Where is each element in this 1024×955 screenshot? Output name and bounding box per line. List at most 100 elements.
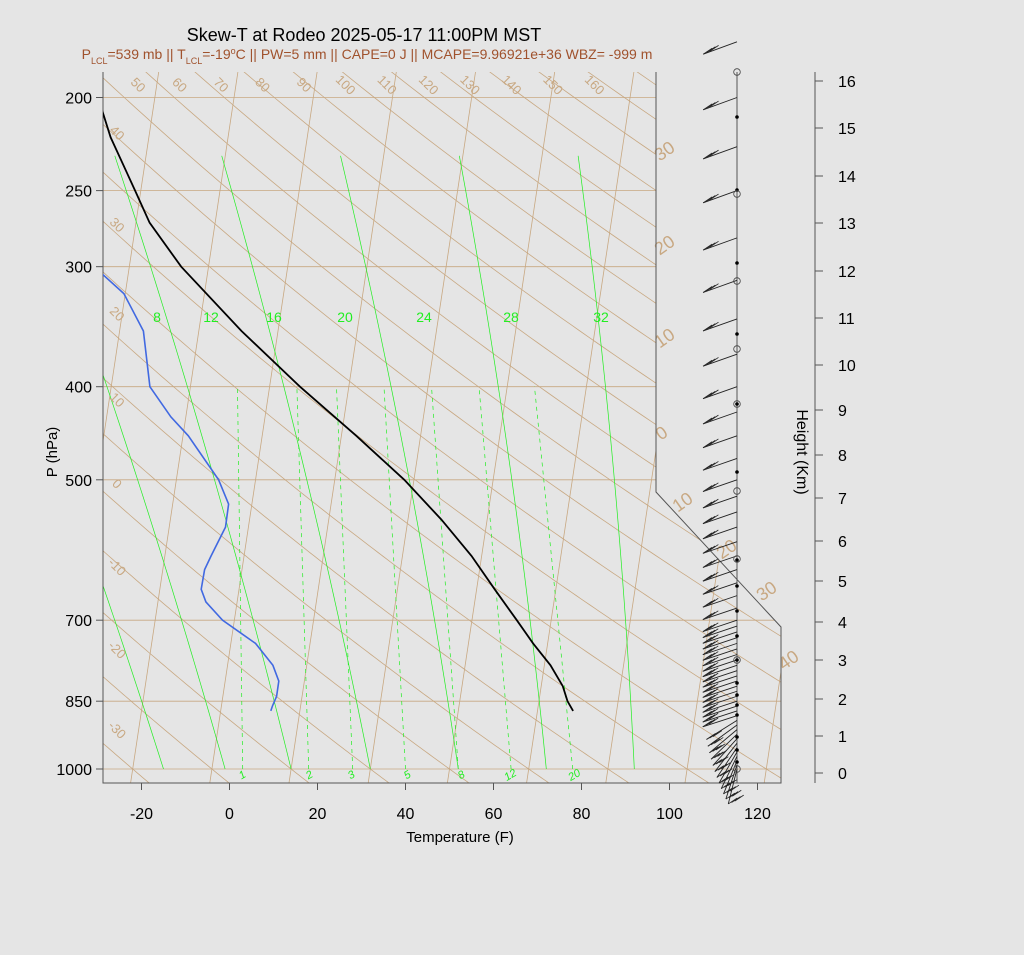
wind-barb [702,664,738,678]
wind-barb [702,386,738,400]
wind-barb [718,751,738,784]
wind-barb-feather [709,558,719,566]
x-tick-label: 60 [485,806,503,823]
dry-adiabat-line [308,72,781,783]
moist-adiabat-line [458,155,547,770]
x-tick-label: 100 [656,806,683,823]
wind-barb [702,670,738,683]
height-tick-label: 4 [838,615,847,632]
wind-barb-feather [706,242,716,250]
wind-barb-feather [709,628,719,636]
wind-barb [702,690,738,703]
wind-barb-feather [709,634,719,641]
x-axis-label: Temperature (F) [406,829,514,846]
mixing-ratio-line [237,386,244,770]
axes: -200204060801001201001502002503004005007… [56,72,856,823]
wind-barb-feather [706,323,716,330]
wind-barb-feather [705,635,716,643]
wind-barb-feather [725,774,735,781]
wind-barb-feather [709,639,719,647]
wind-barb-feather [717,750,727,757]
wind-barb [702,190,738,204]
wind-marker-dot [735,634,739,638]
wind-barb-feather [709,622,719,630]
wind-barb-feather [708,708,719,715]
wind-barb-feather [705,641,716,649]
height-tick-label: 15 [838,121,856,138]
moist-adiabat-label: 32 [593,309,609,325]
x-tick-label: -20 [130,806,153,823]
wind-barb-feather [702,715,712,723]
adiabat-label-right: 10 [651,324,679,352]
wind-marker-circle [733,555,741,563]
wind-barb-feather [702,706,713,713]
wind-barb [702,495,738,509]
wind-barb-feather [705,689,716,697]
wind-barb-feather [705,709,716,717]
wind-barb-feather [702,664,713,672]
wind-barb-feather [702,441,713,449]
subtitle-t-lcl-sub: LCL [186,56,203,66]
mixing-ratio-line [534,386,574,770]
wind-barb-feather [731,796,741,803]
wind-barb [702,457,738,471]
wind-barb [702,595,738,608]
isotherm-label: 140 [499,72,525,98]
mixing-ratio-label: 1 [237,769,248,782]
isotherm-label: 80 [252,74,273,95]
dry-adiabat-line [103,72,781,783]
wind-barb-feather [726,786,736,793]
wind-barb-feather [709,240,719,248]
wind-barb [702,625,738,638]
wind-barb-feather [702,47,713,55]
wind-barb-feather [705,652,716,660]
wind-barb-feather [709,662,719,669]
subtitle-degree: o [231,46,236,56]
wind-barb-feather [708,678,719,685]
wind-barb [702,642,738,656]
wind-barb-feather [719,769,730,777]
wind-barb [703,146,738,160]
wind-barb [702,526,738,540]
wind-barb-feather [702,547,713,554]
isotherm-label: 100 [333,72,359,98]
wind-barb-feather [714,765,725,772]
wind-marker-dot [735,693,739,697]
wind-barb-feather [709,514,719,522]
height-tick-label: 7 [838,491,847,508]
adiabat-label-right: 40 [775,646,803,674]
height-tick-label: 14 [838,169,856,186]
wind-barb-feather [702,501,713,509]
wind-marker-dot [735,735,739,739]
wind-barb-feather [725,792,736,800]
wind-barb [702,511,738,525]
wind-barb-feather [705,573,716,581]
wind-barb-feather [705,663,716,671]
wind-barb-feather [709,651,719,658]
wind-barb [702,648,738,661]
wind-barb-feather [702,613,713,620]
isotherm-label: 160 [582,72,608,98]
wind-barb [702,710,738,723]
wind-barb-feather [709,656,719,664]
wind-barb-feather [702,637,713,644]
moist-adiabat-label: 24 [416,309,432,325]
wind-barb-feather [702,675,713,683]
wind-barb-feather [702,196,713,204]
wind-marker-dot [735,558,739,562]
dry-adiabat-line [146,72,781,783]
dry-adiabat-line [103,72,781,783]
wind-barb-feather [705,623,716,631]
wind-barb [702,607,738,621]
wind-barb-feather [709,610,719,618]
dry-adiabat-line [267,72,781,783]
wind-barb [702,695,738,708]
wind-barb-feather [729,784,740,792]
wind-barb-feather [718,776,729,784]
mixing-ratio-label: 12 [502,767,519,784]
adiabat-label-left: 0 [109,476,125,492]
wind-barb [702,582,738,595]
subtitle-p-lcl-sub: LCL [91,56,108,66]
wind-barb [702,569,738,582]
